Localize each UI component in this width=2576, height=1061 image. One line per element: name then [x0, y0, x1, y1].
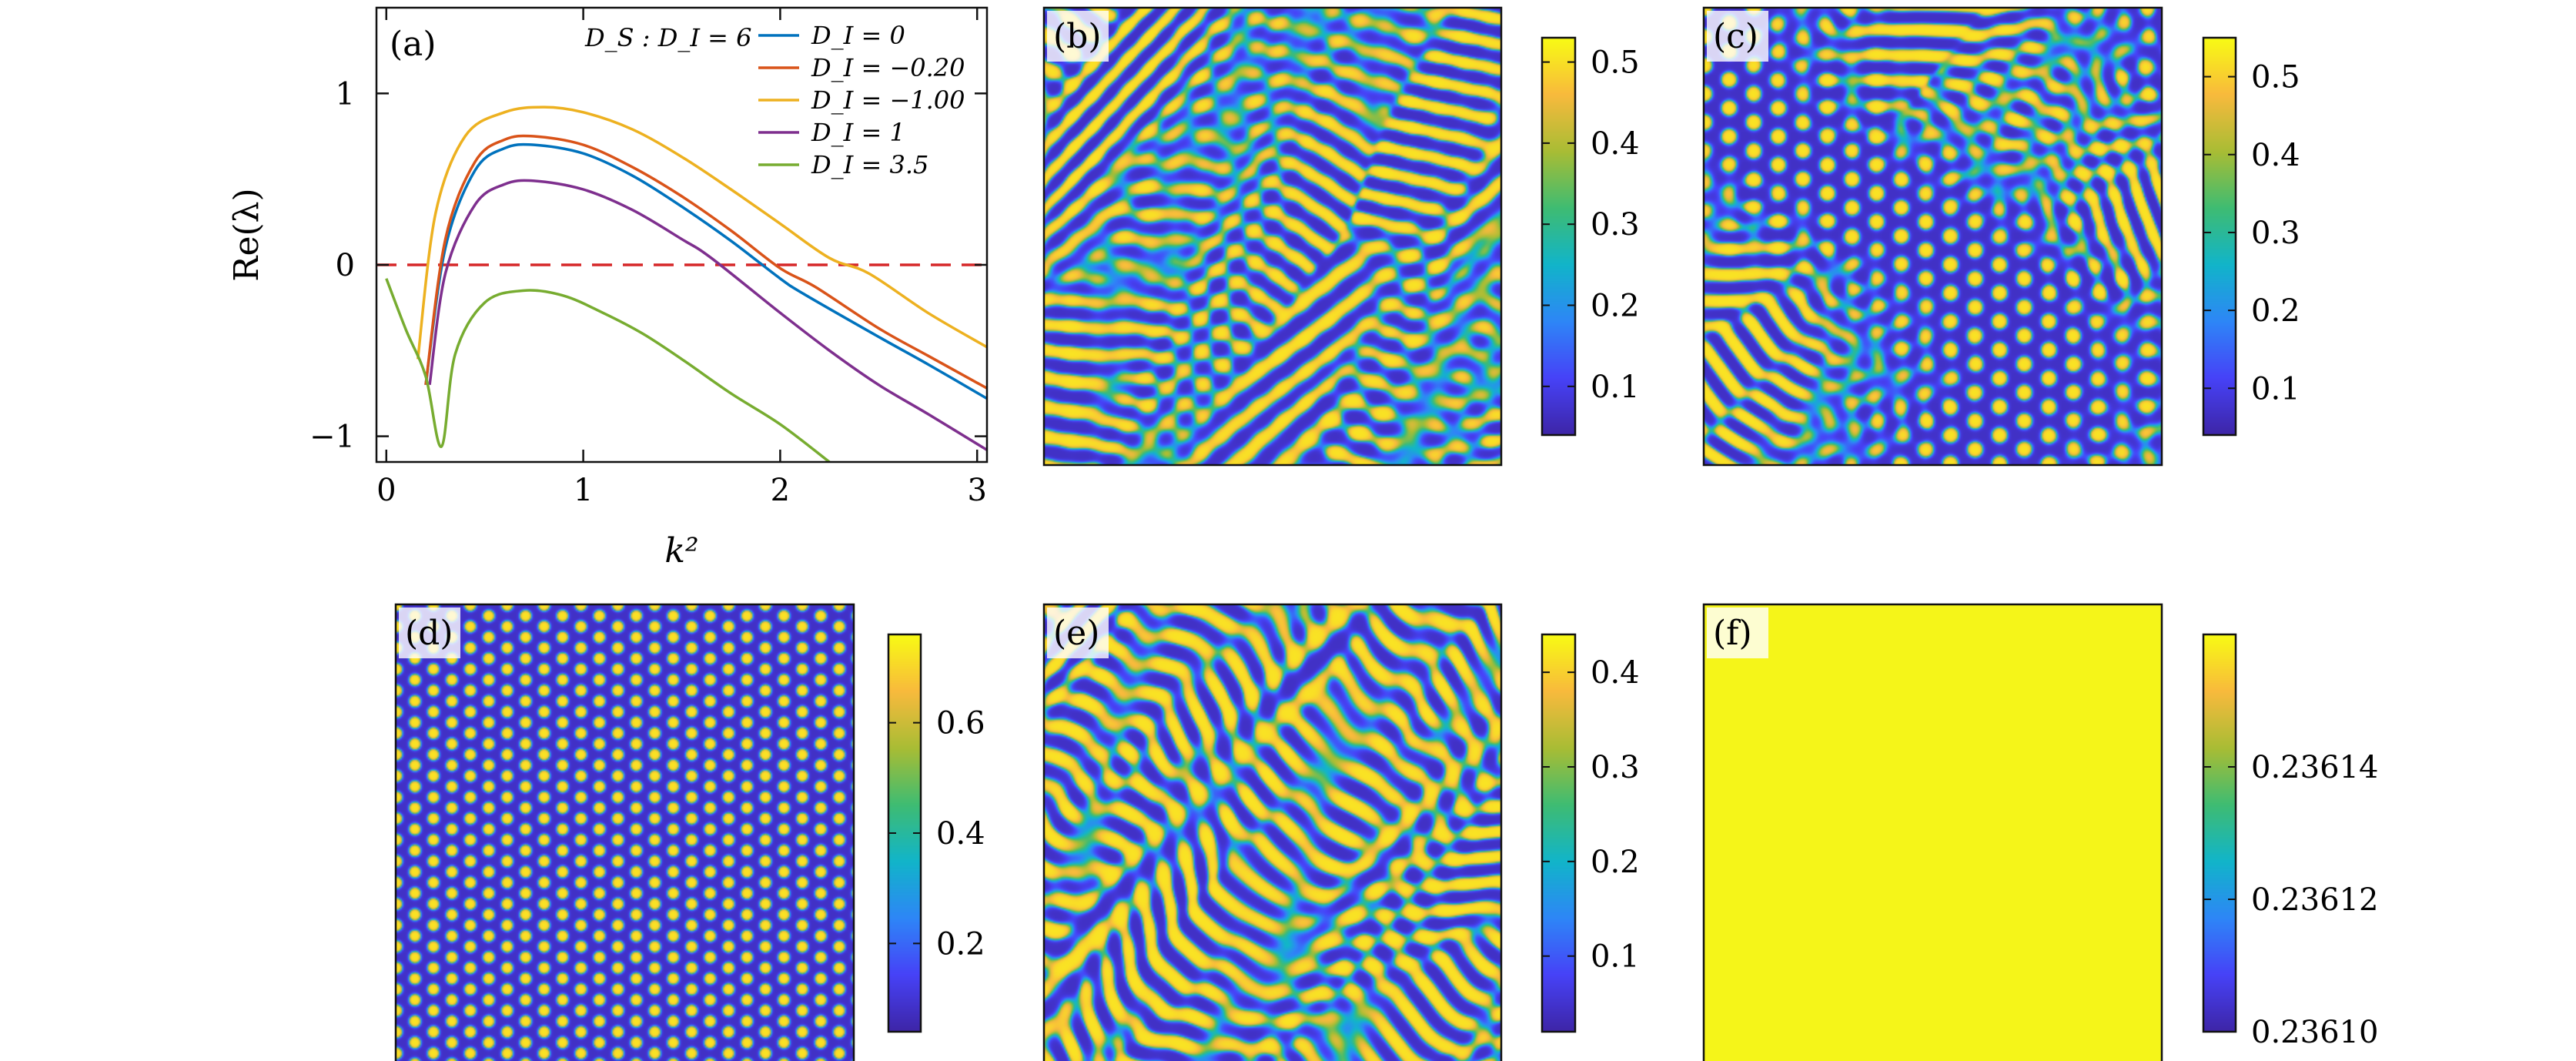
colorbar-tick-label: 0.4 — [936, 816, 985, 852]
colorbar-tick-label: 0.4 — [2251, 138, 2300, 173]
colorbar-tick-label: 0.4 — [1591, 655, 1640, 691]
panel-label-e: (e) — [1053, 614, 1099, 653]
y-axis-label: Re(λ) — [227, 188, 266, 281]
x-tick-label: 3 — [967, 473, 986, 508]
colorbar-tick-label: 0.3 — [1591, 207, 1640, 243]
panel-label-background — [1707, 11, 1768, 62]
legend-entry: D_I = 1 — [811, 118, 905, 147]
colorbar-tick-label: 0.2 — [936, 926, 985, 962]
legend-title: D_S : D_I = 6 — [584, 23, 752, 52]
colorbar-tick-label: 0.2 — [2251, 293, 2300, 329]
panel-label-background — [1047, 607, 1109, 658]
heatmap-field — [1044, 604, 1501, 1061]
colorbar-tick-label: 0.23614 — [2251, 750, 2378, 785]
heatmap-frame — [1042, 6, 1503, 467]
panel-label-background — [1047, 11, 1109, 62]
colorbar-frame — [1541, 633, 1577, 1033]
colorbar — [2203, 38, 2236, 435]
series-line-4 — [428, 179, 987, 451]
heatmap-field — [396, 604, 854, 1061]
heatmap-frame — [1042, 603, 1503, 1061]
colorbar-tick-label: 0.23610 — [2251, 1015, 2378, 1050]
colorbar-tick-label: 0.4 — [1591, 126, 1640, 162]
panel-label-background — [1707, 607, 1768, 658]
colorbar-frame — [2202, 633, 2237, 1033]
colorbar-tick-label: 0.23612 — [2251, 882, 2378, 918]
series-line-1 — [424, 142, 987, 400]
colorbar — [1542, 38, 1575, 435]
colorbar-tick-label: 0.1 — [1591, 939, 1640, 975]
heatmap-field — [1704, 8, 2162, 465]
colorbar — [1542, 634, 1575, 1032]
colorbar-frame — [1541, 36, 1577, 437]
legend: D_S : D_I = 6 D_I = 0 D_I = −0.20 D_I = −1.… — [584, 21, 965, 179]
colorbar-tick-label: 0.1 — [1591, 370, 1640, 405]
panel-label-a: (a) — [390, 25, 437, 64]
y-tick-label: 1 — [336, 76, 355, 112]
panel-label-b: (b) — [1053, 17, 1102, 56]
series-line-5 — [385, 278, 831, 462]
heatmap-frame — [1702, 603, 2163, 1061]
panel-d-heatmap: (d) 0.2 0.4 0.6 — [394, 603, 985, 1061]
plot-frame — [375, 6, 989, 464]
colorbar-tick-label: 0.2 — [1591, 289, 1640, 324]
legend-entry: D_I = −1.00 — [811, 85, 965, 115]
x-tick-label: 2 — [771, 473, 790, 508]
x-axis-label: k² — [664, 531, 698, 571]
legend-entry: D_I = 3.5 — [811, 150, 928, 179]
panel-label-f: (f) — [1713, 614, 1752, 653]
colorbar-frame — [2202, 36, 2237, 437]
panel-b-heatmap: (b) 0.1 0.2 0.3 0.4 0.5 — [1042, 6, 1640, 467]
colorbar-tick-label: 0.3 — [1591, 750, 1640, 785]
series-line-2 — [424, 134, 987, 390]
series-line-3 — [416, 105, 987, 360]
colorbar-tick-label: 0.2 — [1591, 845, 1640, 880]
x-tick-label: 1 — [574, 473, 593, 508]
y-tick-label: −1 — [309, 420, 355, 455]
heatmap-frame — [1702, 6, 2163, 467]
x-tick-label: 0 — [376, 473, 396, 508]
panel-e-heatmap: (e) 0.1 0.2 0.3 0.4 — [1042, 603, 1640, 1061]
panel-label-background — [399, 607, 460, 658]
panel-c-heatmap: (c) 0.1 0.2 0.3 0.4 0.5 — [1702, 6, 2300, 467]
legend-entry: D_I = 0 — [811, 21, 905, 50]
heatmap-field — [1704, 604, 2162, 1061]
colorbar-tick-label: 0.5 — [2251, 60, 2300, 95]
colorbar-tick-label: 0.5 — [1591, 45, 1640, 81]
panel-f-heatmap: (f) 0.23610 0.23612 0.23614 — [1702, 603, 2378, 1061]
colorbar-tick-label: 0.3 — [2251, 216, 2300, 251]
panel-label-c: (c) — [1713, 17, 1758, 56]
colorbar — [2203, 634, 2236, 1032]
colorbar-tick-label: 0.6 — [936, 706, 985, 741]
heatmap-frame — [394, 603, 855, 1061]
heatmap-field — [1044, 8, 1501, 465]
y-tick-label: 0 — [336, 248, 355, 283]
legend-entry: D_I = −0.20 — [811, 53, 965, 82]
colorbar-tick-label: 0.1 — [2251, 371, 2300, 407]
panel-label-d: (d) — [405, 614, 453, 653]
